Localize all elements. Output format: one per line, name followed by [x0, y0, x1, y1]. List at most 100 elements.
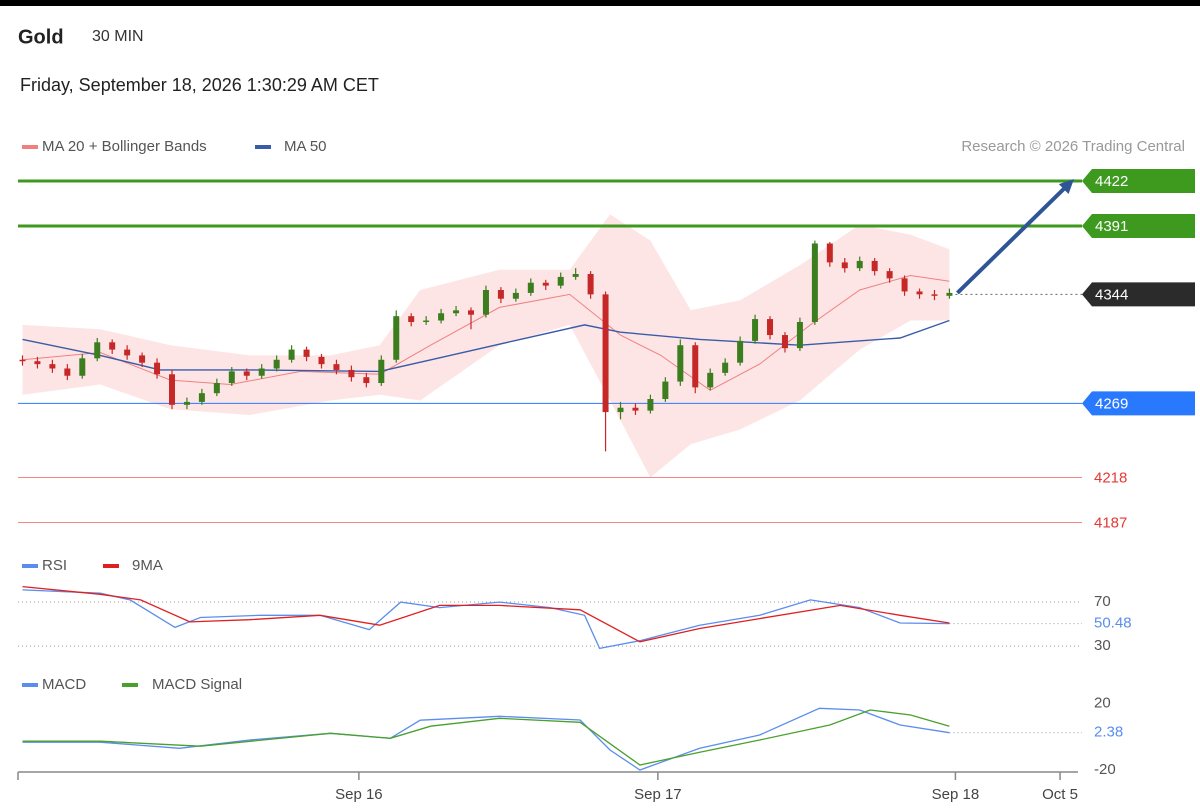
level-label: 4269 [1095, 395, 1128, 412]
candle-body [183, 401, 190, 405]
y-tick-label: 20 [1094, 694, 1111, 711]
level-tag [1082, 391, 1195, 416]
candle-body [856, 260, 863, 269]
candle-body [647, 399, 654, 411]
level-tag [1082, 282, 1195, 307]
candle-body [707, 372, 714, 388]
candle-body [438, 313, 445, 321]
legend-swatch [22, 564, 38, 568]
candle-body [124, 349, 131, 356]
candle-body [692, 345, 699, 388]
y-tick-label: 70 [1094, 593, 1111, 610]
legend-swatch [22, 683, 38, 687]
candle-body [946, 292, 953, 296]
x-tick-label: Sep 16 [335, 786, 383, 803]
legend-label: MA 50 [284, 138, 327, 155]
x-tick-label: Sep 18 [932, 786, 980, 803]
candle-body [602, 294, 609, 413]
indicator-line [22, 707, 950, 771]
x-tick-label: Sep 17 [634, 786, 682, 803]
candle-body [49, 364, 56, 369]
candle-body [512, 292, 519, 299]
top-bar [0, 0, 1200, 6]
candle-body [587, 274, 594, 295]
projection-arrow-head [1058, 178, 1074, 195]
candle-body [258, 368, 265, 376]
candle-body [19, 359, 26, 362]
candle-body [722, 362, 729, 373]
candle-body [677, 345, 684, 382]
projection-arrow [956, 184, 1069, 295]
legend-label: RSI [42, 557, 67, 574]
candle-body [109, 342, 116, 350]
last-value-label: 2.38 [1094, 724, 1123, 741]
candle-body [318, 356, 325, 365]
candle-body [273, 359, 280, 369]
indicator-line [22, 709, 950, 766]
candle-body [826, 243, 833, 263]
candle-body [737, 340, 744, 363]
candle-body [34, 361, 41, 365]
symbol: Gold [18, 26, 64, 48]
candle-body [767, 319, 774, 336]
indicator-line [22, 585, 950, 643]
y-tick-label: 30 [1094, 637, 1111, 654]
y-tick-label: -20 [1094, 761, 1116, 778]
candle-body [916, 291, 923, 295]
legend-swatch [103, 564, 119, 568]
candle-body [811, 243, 818, 322]
candle-body [482, 290, 489, 315]
legend-label: MACD [42, 676, 86, 693]
candle-body [79, 358, 86, 376]
candle-body [796, 321, 803, 349]
legend-swatch [122, 683, 138, 687]
credit: Research © 2026 Trading Central [961, 138, 1185, 155]
legend-label: 9MA [132, 557, 163, 574]
candle-body [901, 278, 908, 292]
candle-body [453, 310, 460, 314]
candle-body [931, 294, 938, 296]
candle-body [527, 282, 534, 293]
candle-body [393, 316, 400, 360]
candle-body [213, 383, 220, 394]
level-label: 4187 [1094, 515, 1127, 532]
candle-body [288, 349, 295, 360]
legend-label: MACD Signal [152, 676, 242, 693]
level-label: 4422 [1095, 173, 1128, 190]
candle-body [363, 377, 370, 384]
candle-body [423, 320, 430, 322]
legend-swatch [255, 145, 271, 149]
candle-body [408, 316, 415, 322]
candle-body [752, 319, 759, 341]
candle-body [871, 260, 878, 272]
candle-body [94, 342, 101, 359]
last-value-label: 50.48 [1094, 615, 1132, 632]
candle-body [557, 276, 564, 286]
level-label: 4344 [1095, 286, 1128, 303]
candle-body [662, 381, 669, 400]
x-tick-label: Oct 5 [1042, 786, 1078, 803]
candle-body [468, 310, 475, 315]
candle-body [378, 359, 385, 384]
candle-body [542, 282, 549, 286]
candle-body [154, 362, 161, 375]
datetime: Friday, September 18, 2026 1:30:29 AM CE… [20, 75, 379, 95]
level-label: 4391 [1095, 218, 1128, 235]
candle-body [781, 335, 788, 349]
interval: 30 MIN [92, 28, 144, 45]
bollinger-band [22, 214, 950, 478]
level-label: 4218 [1094, 469, 1127, 486]
candle-body [841, 262, 848, 269]
legend-label: MA 20 + Bollinger Bands [42, 138, 207, 155]
legend-swatch [22, 145, 38, 149]
level-tag [1082, 214, 1195, 239]
candle-body [497, 290, 504, 299]
indicator-line [22, 589, 950, 650]
candle-body [572, 274, 579, 277]
candle-body [333, 364, 340, 370]
candle-body [303, 349, 310, 357]
candle-body [886, 271, 893, 279]
candle-body [617, 407, 624, 413]
candle-body [168, 374, 175, 405]
